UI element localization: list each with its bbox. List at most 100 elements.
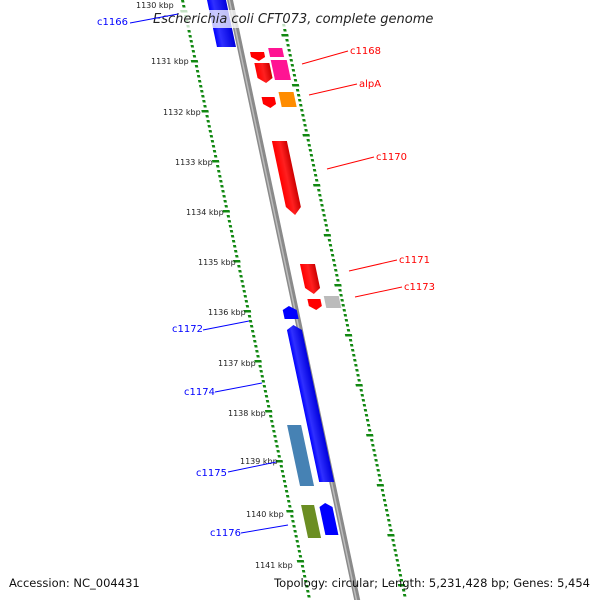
tick-mark: [306, 139, 310, 142]
genome-summary-text: Topology: circular; Length: 5,231,428 bp…: [273, 576, 590, 590]
tick-mark: [345, 324, 350, 327]
tick-mark: [375, 464, 379, 467]
tick-mark: [215, 165, 220, 168]
tick-mark: [302, 134, 310, 137]
gene-c1173[interactable]: [323, 296, 342, 308]
gene-c1174[interactable]: [286, 325, 335, 482]
gene-label-c1166[interactable]: c1166: [97, 17, 128, 28]
tick-mark: [312, 169, 317, 172]
tick-mark: [211, 160, 220, 163]
tick-mark: [327, 239, 332, 242]
gene-label-c1174[interactable]: c1174: [184, 387, 215, 398]
tick-mark: [239, 275, 243, 278]
tick-mark: [309, 154, 314, 157]
label-line: [348, 259, 398, 272]
gene-feature[interactable]: [251, 57, 266, 61]
tick-mark: [305, 585, 309, 588]
tick-mark: [362, 404, 367, 407]
tick-mark: [298, 555, 303, 558]
tick-mark: [283, 29, 287, 32]
tick-mark: [310, 159, 315, 162]
tick-mark: [280, 470, 285, 473]
tick-mark: [378, 479, 383, 482]
tick-mark: [394, 554, 398, 557]
tick-mark: [277, 455, 281, 458]
gene-label-c1173[interactable]: c1173: [404, 282, 435, 293]
tick-mark: [341, 304, 345, 307]
tick-mark: [244, 300, 249, 303]
tick-mark: [279, 465, 284, 468]
tick-mark: [296, 560, 305, 563]
tick-mark: [290, 64, 295, 67]
gene-c1168[interactable]: [270, 60, 291, 80]
tick-mark: [295, 540, 300, 543]
tick-mark: [292, 525, 296, 528]
gene-label-c1175[interactable]: c1175: [196, 468, 227, 479]
tick-mark: [374, 459, 378, 462]
tick-mark: [250, 330, 255, 333]
tick-mark: [322, 214, 326, 217]
gene-alpA[interactable]: [278, 92, 297, 107]
tick-mark: [181, 0, 185, 3]
tick-mark: [234, 250, 238, 253]
tick-mark: [209, 135, 214, 138]
tick-mark: [335, 274, 339, 277]
gene-feature[interactable]: [268, 48, 285, 57]
tick-mark: [261, 380, 266, 383]
gene-label-c1172[interactable]: c1172: [172, 324, 203, 335]
gene-c1175[interactable]: [287, 425, 315, 486]
tick-mark: [293, 79, 298, 82]
tick-mark: [307, 144, 312, 147]
tick-mark: [297, 550, 302, 553]
gene-c1170[interactable]: [271, 141, 303, 215]
tick-mark: [191, 50, 196, 53]
tick-mark: [226, 215, 231, 218]
tick-mark: [202, 100, 206, 103]
tick-mark: [272, 430, 276, 433]
gene-label-alpA[interactable]: alpA: [359, 79, 381, 90]
label-line: [354, 286, 403, 298]
tick-mark: [324, 224, 329, 227]
tick-mark: [343, 314, 348, 317]
tick-mark: [302, 575, 307, 578]
gene-feature[interactable]: [307, 299, 322, 310]
tick-mark: [376, 484, 385, 487]
tick-mark: [274, 440, 278, 443]
tick-mark: [340, 299, 344, 302]
gene-label-c1176[interactable]: c1176: [210, 528, 241, 539]
tick-mark: [355, 384, 363, 387]
tick-mark: [201, 95, 205, 98]
gene-label-c1168[interactable]: c1168: [350, 46, 381, 57]
tick-mark: [255, 350, 259, 353]
tick-mark: [302, 119, 306, 122]
gene-feature[interactable]: [250, 52, 266, 57]
tick-mark: [266, 405, 271, 408]
tick-mark: [197, 80, 202, 83]
tick-mark: [268, 415, 273, 418]
gene-label-c1171[interactable]: c1171: [399, 255, 430, 266]
gene-c1176[interactable]: [301, 505, 322, 538]
tick-mark: [364, 414, 369, 417]
tick-mark: [243, 310, 252, 313]
tick-mark: [370, 439, 374, 442]
tick-mark: [254, 360, 262, 363]
tick-mark: [372, 449, 376, 452]
gene-label-c1170[interactable]: c1170: [376, 152, 407, 163]
tick-mark: [373, 454, 377, 457]
gene-feature[interactable]: [254, 63, 273, 83]
gene-c1172[interactable]: [282, 306, 299, 319]
tick-mark: [207, 125, 212, 128]
gene-feature[interactable]: [261, 97, 277, 108]
title-backdrop: [150, 10, 450, 28]
tick-label: 1139 kbp: [240, 457, 278, 466]
gene-feature[interactable]: [319, 503, 339, 535]
tick-mark: [308, 149, 313, 152]
tick-mark: [221, 190, 225, 193]
tick-mark: [381, 494, 386, 497]
tick-mark: [317, 189, 321, 192]
tick-mark: [283, 485, 288, 488]
tick-mark: [275, 445, 279, 448]
tick-mark: [190, 60, 199, 63]
tick-mark: [264, 395, 269, 398]
gene-c1171[interactable]: [299, 264, 321, 294]
